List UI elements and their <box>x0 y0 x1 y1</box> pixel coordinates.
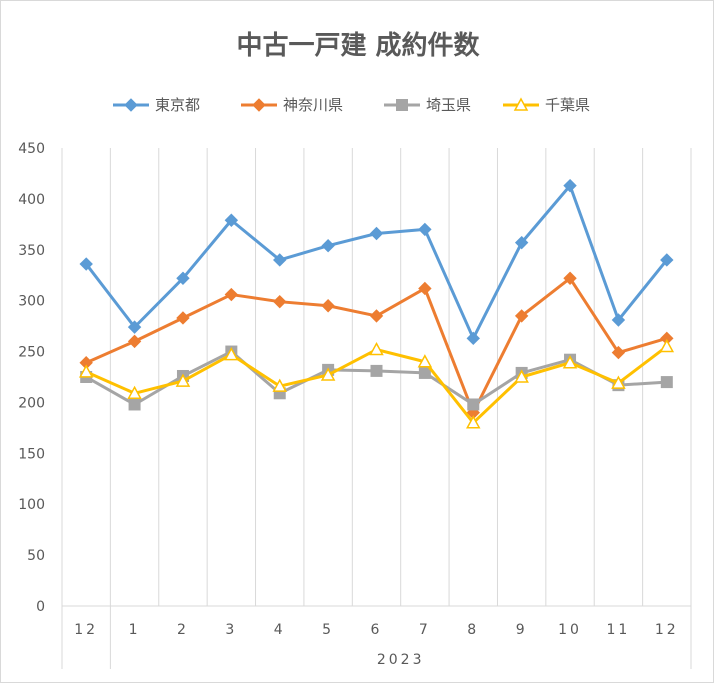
legend-item: 埼玉県 <box>384 96 471 114</box>
y-tick-label: 250 <box>18 345 45 361</box>
legend-label: 東京都 <box>155 96 200 114</box>
x-tick-label: 3 <box>225 622 237 638</box>
data-point <box>418 222 432 237</box>
y-tick-label: 450 <box>18 141 45 157</box>
x-tick-label: 9 <box>516 622 528 638</box>
y-tick-label: 350 <box>18 243 45 259</box>
data-point <box>127 334 142 349</box>
data-point <box>272 378 287 392</box>
data-point <box>321 299 335 313</box>
data-point <box>418 366 431 379</box>
data-point <box>369 341 384 356</box>
x-tick-label: 8 <box>467 622 479 638</box>
y-tick-label: 0 <box>36 599 45 615</box>
data-point <box>611 375 626 389</box>
data-point <box>176 311 190 325</box>
x-group-label: 2023 <box>377 652 425 668</box>
legend-marker <box>124 98 138 112</box>
data-point <box>562 355 578 369</box>
series-2 <box>79 271 674 420</box>
legend: 東京都 神奈川県 埼玉県 千葉県 <box>113 96 590 114</box>
data-point <box>611 345 626 360</box>
legend-item: 神奈川県 <box>241 96 343 114</box>
series-4 <box>78 338 675 429</box>
data-point <box>611 313 626 327</box>
data-point <box>514 369 529 383</box>
legend-item: 千葉県 <box>503 96 590 114</box>
legend-marker <box>252 98 266 112</box>
data-point <box>466 415 481 429</box>
data-point <box>273 294 287 309</box>
legend-label: 神奈川県 <box>283 96 343 114</box>
data-point <box>660 376 673 389</box>
legend-label: 千葉県 <box>545 96 590 114</box>
x-tick-label: 12 <box>655 622 679 638</box>
data-point <box>127 320 142 334</box>
legend-item: 東京都 <box>113 96 200 114</box>
data-point <box>660 253 674 267</box>
x-tick-label: 1 <box>129 622 141 638</box>
chart-title: 中古一戸建 成約件数 <box>236 30 480 61</box>
data-point <box>78 364 94 378</box>
legend-label: 埼玉県 <box>426 96 471 114</box>
x-tick-label: 5 <box>322 622 334 638</box>
y-tick-label: 200 <box>18 395 45 411</box>
data-point <box>321 238 335 253</box>
data-point <box>466 331 480 346</box>
data-point <box>659 338 675 353</box>
data-point <box>320 367 336 381</box>
series-line <box>85 350 667 406</box>
data-point <box>224 213 239 227</box>
series-3 <box>80 345 673 411</box>
data-point <box>224 347 239 361</box>
data-point <box>224 287 239 302</box>
x-tick-label: 11 <box>607 622 631 638</box>
gridlines <box>61 148 692 606</box>
series-1 <box>79 178 674 346</box>
data-point <box>467 398 480 411</box>
data-point <box>273 253 287 267</box>
x-tick-label: 2 <box>177 622 189 638</box>
x-tick-label: 6 <box>371 622 383 638</box>
data-point <box>563 271 577 285</box>
series-line <box>85 345 668 425</box>
y-tick-label: 150 <box>18 446 45 462</box>
x-tick-label: 12 <box>74 622 98 638</box>
x-tick-label: 4 <box>274 622 286 638</box>
legend-marker <box>513 97 529 111</box>
y-tick-label: 50 <box>27 548 45 564</box>
y-tick-label: 100 <box>18 497 45 513</box>
legend-marker <box>396 99 408 111</box>
data-point <box>128 398 141 411</box>
data-point <box>369 226 384 241</box>
data-point <box>417 354 433 368</box>
data-point <box>176 271 190 285</box>
x-tick-label: 7 <box>419 622 431 638</box>
data-point <box>175 373 191 387</box>
data-point <box>127 385 142 400</box>
data-point <box>418 281 432 296</box>
data-point <box>370 364 383 377</box>
data-point <box>514 309 529 323</box>
y-tick-label: 300 <box>18 294 45 310</box>
data-point <box>563 178 577 193</box>
series-layer <box>78 178 675 429</box>
x-tick-label: 10 <box>558 622 582 638</box>
data-point <box>514 235 529 250</box>
data-point <box>369 309 384 323</box>
y-tick-label: 400 <box>18 192 45 208</box>
data-point <box>79 257 93 271</box>
